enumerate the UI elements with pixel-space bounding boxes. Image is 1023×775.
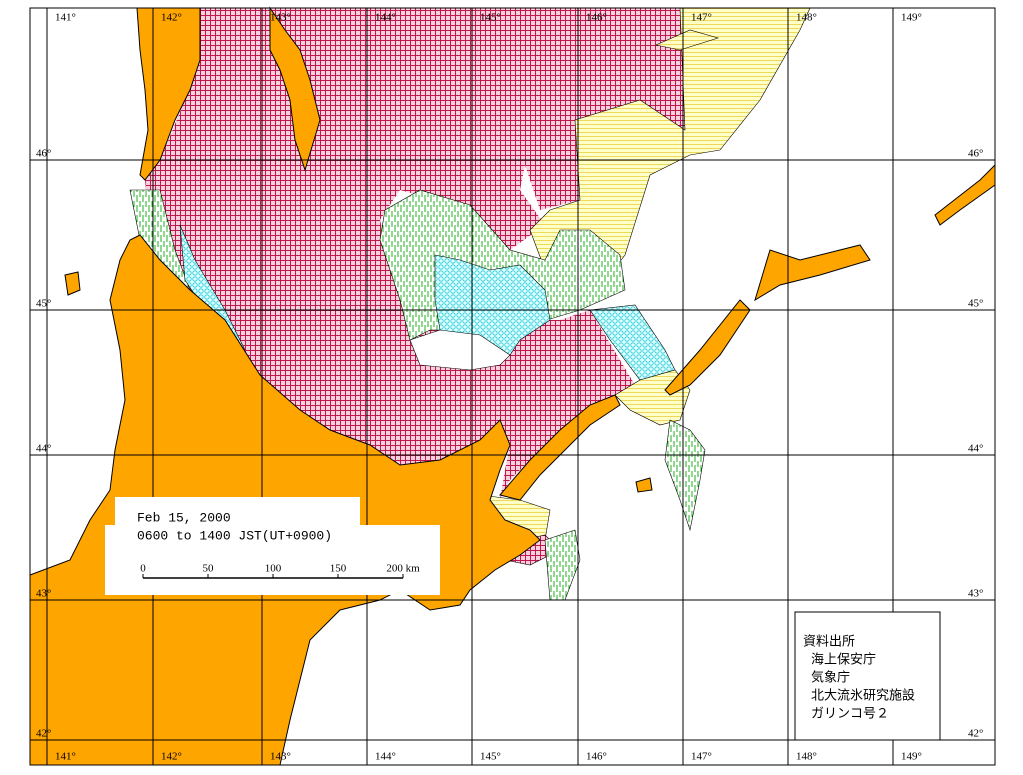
open-water <box>409 329 511 371</box>
longitude-label: 146° <box>586 751 607 763</box>
longitude-label: 147° <box>691 751 712 763</box>
ice-cyan <box>434 254 551 356</box>
latitude-label: 45° <box>968 298 983 310</box>
longitude-label: 141° <box>55 12 76 24</box>
longitude-label: 146° <box>586 12 607 24</box>
shiretoko <box>499 394 621 501</box>
ice-yellow <box>655 29 720 51</box>
longitude-label: 143° <box>270 12 291 24</box>
longitude-label: 145° <box>480 751 501 763</box>
source-box: 資料出所 海上保安庁 気象庁 北大流氷研究施設 ガリンコ号２ <box>794 611 941 741</box>
longitude-label: 142° <box>161 12 182 24</box>
longitude-label: 148° <box>796 751 817 763</box>
ice-pink <box>145 8 685 500</box>
longitude-label: 145° <box>480 12 501 24</box>
scale: 0 50 100 150 200 km <box>140 563 420 578</box>
latitude-label: 44° <box>36 443 51 455</box>
frame <box>29 7 996 766</box>
latitude-label: 46° <box>968 148 983 160</box>
ice-green <box>544 529 581 601</box>
kunashiri <box>664 299 751 396</box>
scale-label: 100 <box>265 563 282 575</box>
sakhalin-east <box>269 6 321 172</box>
longitude-label: 148° <box>796 12 817 24</box>
scale-label: 0 <box>140 563 146 575</box>
shikotan <box>635 477 653 493</box>
longitude-label: 144° <box>375 751 396 763</box>
longitude-label: 142° <box>161 751 182 763</box>
source-frame <box>794 611 941 741</box>
source-line: 海上保安庁 <box>811 653 876 668</box>
latitude-label: 44° <box>968 443 983 455</box>
latitude-label: 42° <box>36 728 51 740</box>
urup <box>934 163 996 226</box>
source-title: 資料出所 <box>803 635 855 650</box>
scale-label: 150 <box>330 563 347 575</box>
latitude-label: 43° <box>36 588 51 600</box>
rishiri <box>64 271 81 296</box>
latitude-label: 46° <box>36 148 51 160</box>
latitude-label: 45° <box>36 298 51 310</box>
source-line: 気象庁 <box>811 670 850 686</box>
longitude-label: 149° <box>901 751 922 763</box>
ice-green <box>664 419 706 532</box>
time-range: 0600 to 1400 JST(UT+0900) <box>137 528 332 543</box>
scale-label: 50 <box>203 563 215 575</box>
ice-zones <box>129 7 811 601</box>
legend-bg <box>115 497 360 527</box>
longitude-label: 144° <box>375 12 396 24</box>
longitude-label: 143° <box>270 751 291 763</box>
date: Feb 15, 2000 <box>137 510 231 525</box>
longitude-label: 141° <box>55 751 76 763</box>
legend-bg <box>105 525 440 595</box>
iturup <box>754 244 871 302</box>
longitude-label: 147° <box>691 12 712 24</box>
legend-box: Feb 15, 2000 0600 to 1400 JST(UT+0900) 0… <box>105 497 440 595</box>
scale-label: 200 km <box>386 563 420 575</box>
longitude-label: 149° <box>901 12 922 24</box>
latitude-label: 43° <box>968 588 983 600</box>
source-line: ガリンコ号２ <box>811 707 889 722</box>
latitude-label: 42° <box>968 728 983 740</box>
source-line: 北大流氷研究施設 <box>811 688 915 704</box>
